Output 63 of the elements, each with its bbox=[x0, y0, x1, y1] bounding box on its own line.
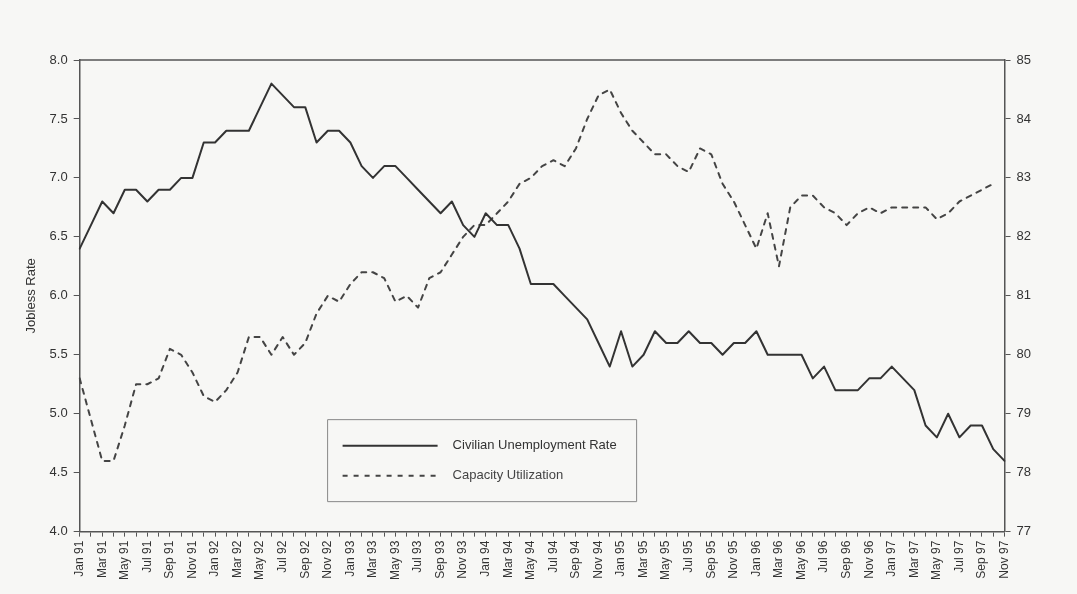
x-tick-label: Jul 96 bbox=[816, 540, 831, 573]
x-tick-label: May 96 bbox=[793, 540, 808, 581]
y-tick-label: 7.5 bbox=[49, 110, 68, 126]
x-tick-label: May 91 bbox=[117, 540, 132, 581]
y-tick-label: 7.0 bbox=[49, 169, 68, 185]
x-tick-label: Nov 96 bbox=[861, 540, 876, 579]
x-tick-label: Mar 96 bbox=[771, 540, 786, 579]
x-tick-label: May 94 bbox=[523, 540, 538, 581]
y2-tick-label: 85 bbox=[1016, 51, 1032, 67]
x-tick-label: Jan 94 bbox=[478, 540, 493, 577]
x-tick-label: Jan 91 bbox=[71, 540, 86, 577]
x-tick-label: Jan 93 bbox=[342, 540, 357, 577]
x-tick-label: Mar 93 bbox=[365, 540, 380, 579]
y-tick-label: 5.5 bbox=[49, 346, 68, 362]
x-tick-label: Nov 92 bbox=[320, 540, 335, 579]
y2-tick-label: 84 bbox=[1016, 110, 1032, 126]
x-tick-label: May 97 bbox=[929, 540, 944, 581]
x-tick-label: Sep 96 bbox=[838, 540, 853, 579]
x-tick-label: Nov 91 bbox=[184, 540, 199, 579]
x-tick-label: Jul 92 bbox=[275, 540, 289, 573]
x-tick-label: Jan 96 bbox=[748, 540, 763, 577]
text: Capacity Utilization bbox=[452, 467, 564, 483]
y2-tick-label: 83 bbox=[1016, 169, 1032, 185]
x-tick-label: Jul 91 bbox=[139, 540, 154, 573]
x-tick-label: Mar 92 bbox=[229, 540, 244, 579]
x-tick-label: Jul 94 bbox=[545, 540, 560, 573]
x-tick-label: Jul 93 bbox=[410, 540, 425, 573]
y-axis-title: Jobless Rate bbox=[23, 258, 39, 334]
y-tick-label: 5.0 bbox=[49, 405, 68, 421]
x-tick-label: May 93 bbox=[387, 540, 402, 581]
x-tick-label: Mar 91 bbox=[94, 540, 109, 579]
y-tick-label: 6.0 bbox=[49, 287, 68, 303]
x-tick-label: Jan 97 bbox=[884, 540, 899, 577]
x-tick-label: Sep 94 bbox=[568, 540, 583, 579]
x-tick-label: Jan 92 bbox=[207, 540, 222, 577]
x-tick-label: Jul 97 bbox=[951, 540, 966, 573]
x-tick-label: Sep 92 bbox=[297, 540, 312, 579]
x-tick-label: Mar 95 bbox=[635, 540, 650, 579]
x-tick-label: Mar 94 bbox=[500, 540, 515, 579]
x-tick-label: Sep 95 bbox=[703, 540, 718, 579]
x-tick-label: Sep 97 bbox=[974, 540, 989, 579]
x-tick-label: May 92 bbox=[252, 540, 267, 581]
x-tick-label: Sep 93 bbox=[432, 540, 447, 579]
y2-tick-label: 81 bbox=[1016, 287, 1032, 303]
y2-tick-label: 80 bbox=[1016, 346, 1032, 362]
x-tick-label: May 95 bbox=[658, 540, 673, 581]
x-tick-label: Nov 94 bbox=[590, 540, 605, 579]
y2-tick-label: 79 bbox=[1016, 405, 1032, 421]
x-tick-label: Nov 93 bbox=[455, 540, 470, 579]
y2-tick-label: 77 bbox=[1016, 523, 1032, 539]
x-tick-label: Nov 95 bbox=[726, 540, 741, 579]
y-tick-label: 4.5 bbox=[49, 464, 68, 480]
x-tick-label: Nov 97 bbox=[996, 540, 1011, 579]
y-tick-label: 6.5 bbox=[49, 228, 68, 244]
x-tick-label: Jan 95 bbox=[613, 540, 628, 577]
x-tick-label: Sep 91 bbox=[162, 540, 177, 579]
y2-tick-label: 78 bbox=[1016, 464, 1032, 480]
y-tick-label: 4.0 bbox=[49, 523, 68, 539]
text: Civilian Unemployment Rate bbox=[452, 437, 617, 453]
x-tick-label: Mar 97 bbox=[906, 540, 921, 579]
y2-tick-label: 82 bbox=[1016, 228, 1032, 244]
y-tick-label: 8.0 bbox=[49, 51, 68, 67]
x-tick-label: Jul 95 bbox=[681, 540, 696, 573]
